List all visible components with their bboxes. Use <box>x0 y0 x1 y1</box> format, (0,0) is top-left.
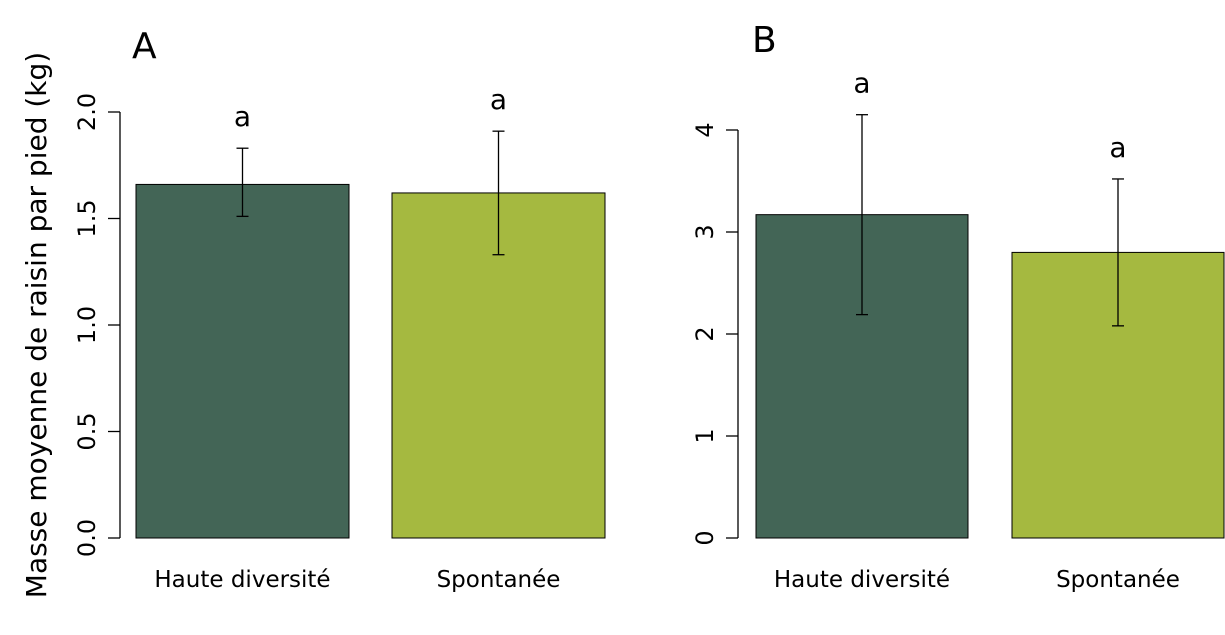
y-tick-label: 3 <box>691 224 719 239</box>
significance-letter: a <box>234 100 251 133</box>
x-category-label: Spontanée <box>437 567 561 593</box>
chart-panel-a: A 0.0 0.5 1.0 1.5 2.0 a Haute diversité a Spontan… <box>73 26 606 593</box>
y-tick-label: 2.0 <box>73 93 101 131</box>
bar <box>135 183 350 539</box>
x-category-label: Spontanée <box>1056 567 1180 593</box>
panel-label: B <box>752 20 777 61</box>
x-category-label: Haute diversité <box>154 567 330 593</box>
y-tick-label: 4 <box>691 122 719 137</box>
panel-label: A <box>132 26 157 67</box>
significance-letter: a <box>1109 131 1126 164</box>
x-category-label: Haute diversité <box>774 567 950 593</box>
y-tick-label: 2 <box>691 326 719 341</box>
significance-letter: a <box>490 83 507 116</box>
y-tick-label: 1.0 <box>73 306 101 344</box>
y-tick-label: 0.5 <box>73 412 101 450</box>
y-axis-label: Masse moyenne de raisin par pied (kg) <box>20 52 53 598</box>
y-tick-label: 0 <box>691 530 719 545</box>
significance-letter: a <box>853 67 870 100</box>
chart-panel-b: B 0 1 2 3 4 a Haute diversité a Spontanée <box>691 20 1225 593</box>
y-tick-label: 1.5 <box>73 199 101 237</box>
y-tick-label: 0.0 <box>73 519 101 557</box>
y-tick-label: 1 <box>691 428 719 443</box>
